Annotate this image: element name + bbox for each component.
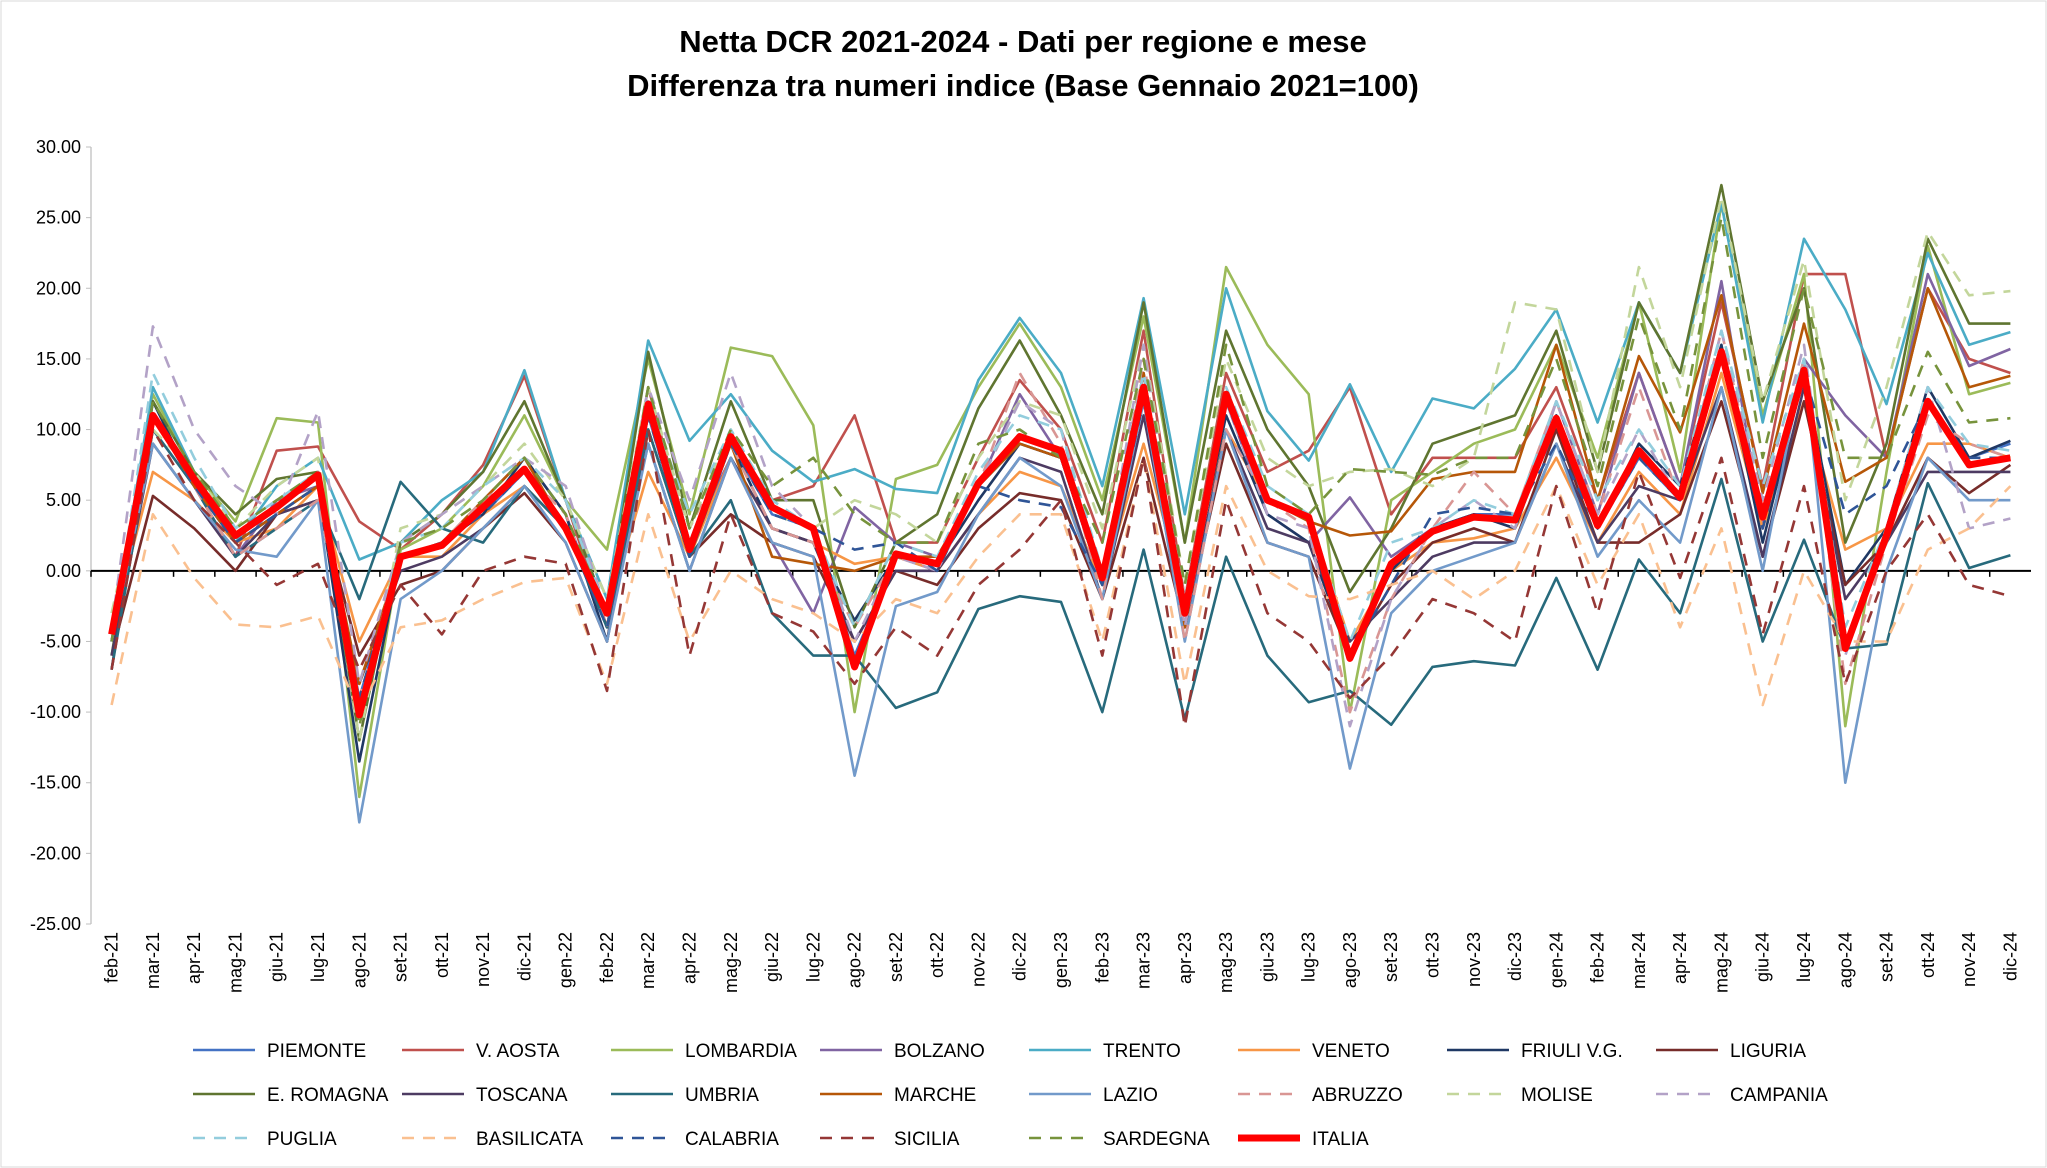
series-line [110,456,2012,714]
legend-label: FRIULI V.G. [1521,1041,1623,1062]
x-tick-label: mar-22 [638,932,658,989]
legend-label: MOLISE [1521,1085,1593,1106]
x-tick-label: ago-21 [349,932,369,988]
legend-label: LIGURIA [1730,1041,1806,1062]
y-tick-label: 25.00 [36,208,81,228]
x-tick-label: mag-23 [1216,932,1236,993]
x-tick-label: ott-23 [1422,932,1442,978]
x-tick-label: ott-21 [432,932,452,978]
x-tick-label: apr-23 [1175,932,1195,984]
x-tick-label: gen-22 [556,932,576,988]
legend-label: ABRUZZO [1312,1085,1403,1106]
series-line [110,385,2011,686]
x-tick-label: nov-24 [1959,932,1979,987]
x-tick-label: feb-21 [102,932,122,983]
y-tick-label: -10.00 [30,702,81,722]
legend-label: ITALIA [1312,1129,1369,1150]
legend-label: MARCHE [894,1085,976,1106]
legend-label: SICILIA [894,1129,960,1150]
legend-label: PUGLIA [267,1129,337,1150]
x-tick-label: mag-24 [1711,932,1731,993]
x-tick-label: feb-23 [1092,932,1112,983]
x-tick-label: set-22 [886,932,906,982]
x-tick-label: set-24 [1877,932,1897,982]
x-tick-label: gen-24 [1546,932,1566,988]
series-line [110,428,2011,727]
x-tick-label: apr-22 [680,932,700,984]
x-tick-label: feb-22 [597,932,617,983]
legend-label: LOMBARDIA [685,1041,797,1062]
x-tick-label: nov-23 [1464,932,1484,987]
x-tick-label: giu-22 [762,932,782,982]
x-tick-label: dic-22 [1010,932,1030,981]
legend-label: VENETO [1312,1041,1390,1062]
series-line [110,428,2011,728]
x-tick-label: mar-21 [143,932,163,989]
y-tick-label: 15.00 [36,349,81,369]
y-tick-label: 10.00 [36,420,81,440]
legend-label: V. AOSTA [476,1041,560,1062]
legend-label: BOLZANO [894,1041,985,1062]
chart-subtitle: Differenza tra numeri indice (Base Genna… [627,68,1419,103]
x-tick-label: ago-24 [1835,932,1855,988]
x-tick-label: ago-22 [845,932,865,988]
legend-label: BASILICATA [476,1129,583,1150]
x-tick-label: lug-23 [1299,932,1319,982]
legend-label: TRENTO [1103,1041,1181,1062]
x-tick-label: apr-21 [184,932,204,984]
x-tick-label: ago-23 [1340,932,1360,988]
x-tick-label: nov-22 [968,932,988,987]
legend-label: CAMPANIA [1730,1085,1828,1106]
legend-label: SARDEGNA [1103,1129,1210,1150]
x-tick-label: mar-24 [1629,932,1649,989]
y-tick-label: 30.00 [36,137,81,157]
legend-label: TOSCANA [476,1085,568,1106]
series-line [110,357,2011,824]
x-tick-label: ott-22 [927,932,947,978]
x-tick-label: lug-24 [1794,932,1814,982]
legend-label: PIEMONTE [267,1041,366,1062]
x-tick-label: set-23 [1381,932,1401,982]
y-tick-label: 5.00 [46,490,81,510]
legend-label: CALABRIA [685,1129,779,1150]
series-line [110,400,2012,657]
y-tick-label: 20.00 [36,278,81,298]
x-tick-label: set-21 [391,932,411,982]
legend-label: LAZIO [1103,1085,1158,1106]
y-tick-label: -5.00 [40,631,81,651]
x-tick-label: feb-24 [1588,932,1608,983]
y-tick-label: 0.00 [46,561,81,581]
x-tick-label: mag-22 [721,932,741,993]
x-tick-label: giu-23 [1257,932,1277,982]
y-tick-label: -15.00 [30,773,81,793]
x-tick-label: mag-21 [225,932,245,993]
chart-title: Netta DCR 2021-2024 - Dati per regione e… [679,24,1366,59]
x-tick-label: nov-21 [473,932,493,987]
y-tick-label: -25.00 [30,914,81,934]
series-line [108,348,2011,719]
x-tick-label: dic-21 [514,932,534,981]
legend-label: E. ROMAGNA [267,1085,389,1106]
x-tick-label: giu-24 [1753,932,1773,982]
x-tick-label: apr-24 [1670,932,1690,984]
x-tick-label: lug-22 [803,932,823,982]
x-tick-label: giu-21 [267,932,287,982]
x-tick-label: lug-21 [308,932,328,982]
x-tick-label: gen-23 [1051,932,1071,988]
x-tick-label: mar-23 [1134,932,1154,989]
x-tick-label: dic-24 [2000,932,2020,981]
legend-label: UMBRIA [685,1085,759,1106]
x-tick-label: dic-23 [1505,932,1525,981]
x-tick-label: ott-24 [1918,932,1938,978]
y-tick-label: -20.00 [30,843,81,863]
